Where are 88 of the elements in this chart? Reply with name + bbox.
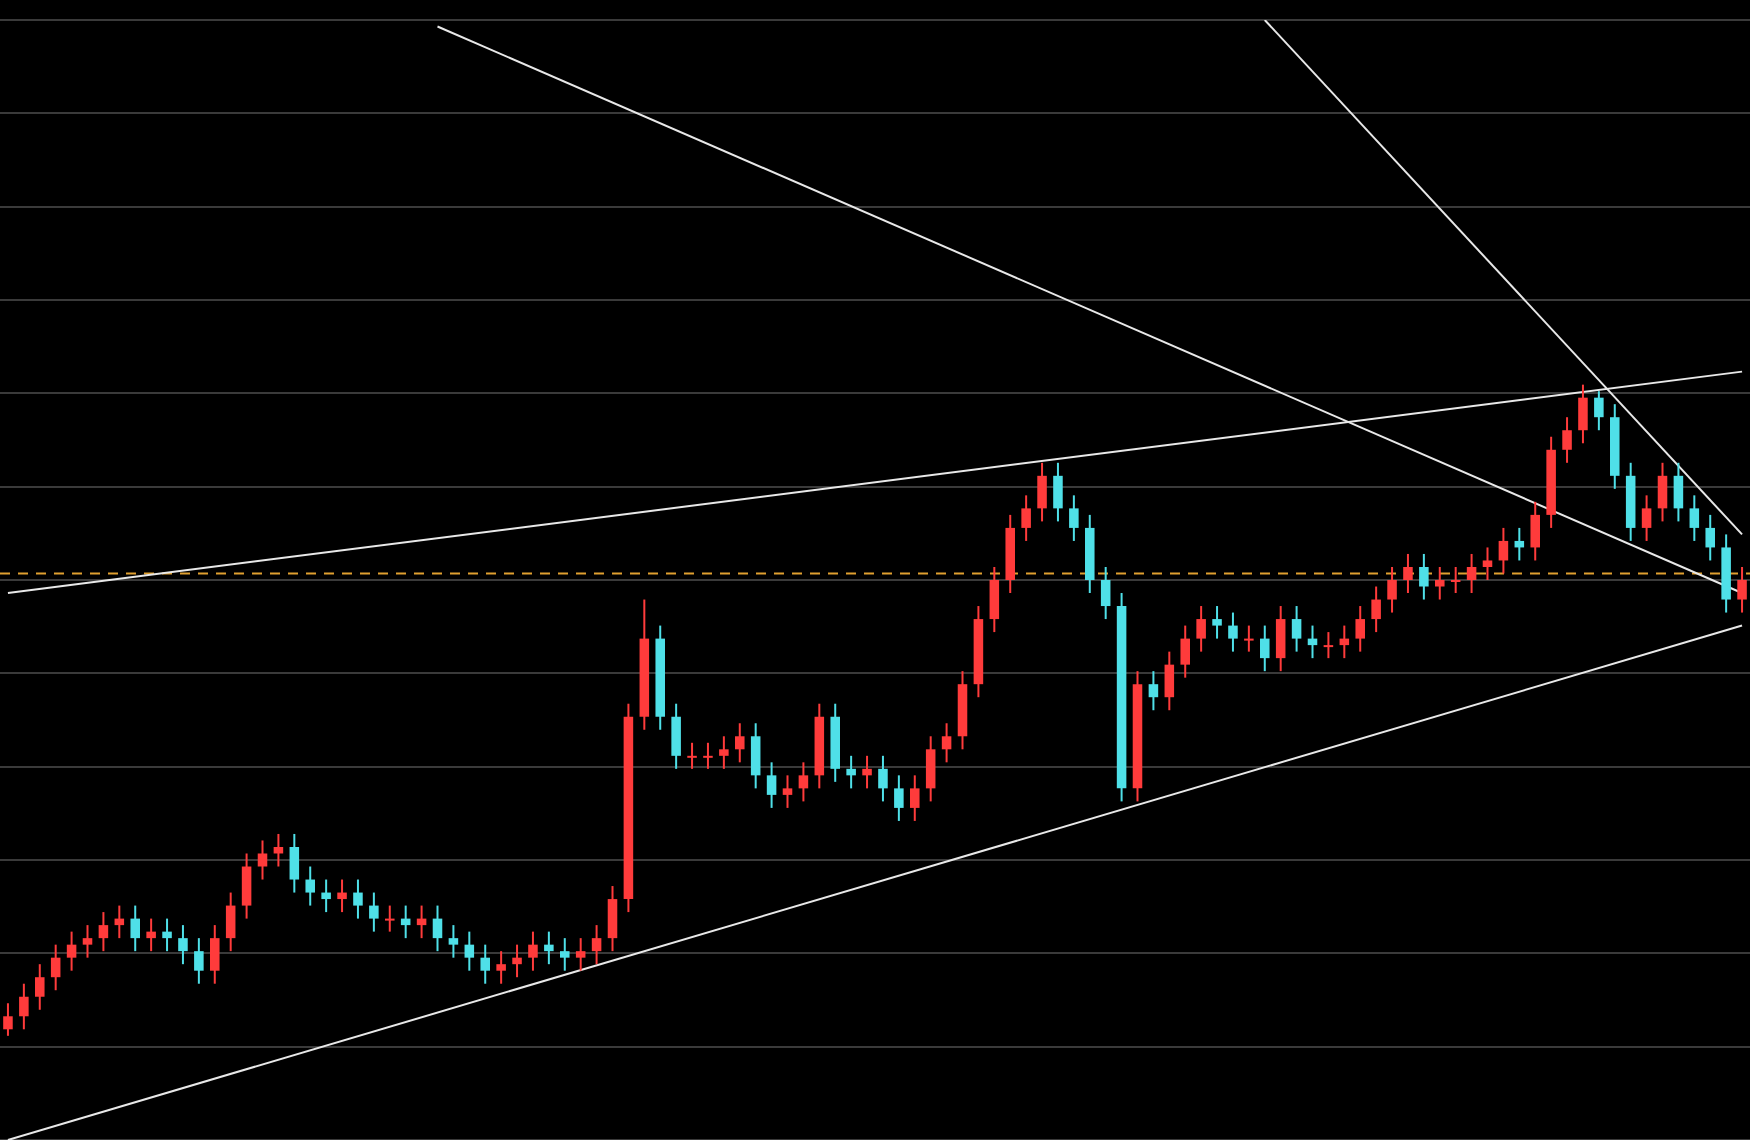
candlestick (448, 924, 459, 959)
candlestick (735, 722, 745, 764)
candlestick (146, 917, 156, 953)
candlestick (1323, 631, 1334, 660)
candlestick (82, 924, 93, 959)
candlestick (1275, 605, 1286, 673)
candlestick (1530, 500, 1540, 562)
candlestick (1291, 605, 1302, 653)
candlestick (671, 702, 681, 770)
candlestick (1641, 494, 1652, 542)
candlestick (1260, 624, 1270, 673)
candlestick (1673, 461, 1684, 523)
candlestick (305, 865, 315, 907)
candlestick (1466, 552, 1477, 595)
candlestick (353, 878, 363, 920)
candlestick (1228, 611, 1238, 653)
candlestick (719, 735, 729, 770)
candlestick (289, 832, 300, 894)
candlestick (194, 937, 204, 985)
candlestick (1387, 565, 1397, 614)
candlestick (1705, 513, 1715, 562)
candlestick (894, 774, 904, 822)
candlestick (1403, 552, 1413, 595)
candlestick (1355, 605, 1365, 653)
candlestick (910, 774, 920, 822)
candlestick (925, 735, 936, 803)
candlestick (862, 754, 872, 790)
candlestick (1689, 494, 1700, 542)
candlestick (321, 878, 331, 914)
candlestick (528, 930, 538, 972)
candlestick (544, 930, 554, 966)
candlestick (1037, 461, 1047, 523)
candlestick (512, 943, 522, 979)
candlestick (50, 943, 61, 992)
candlestick (750, 722, 761, 790)
candlestick (1180, 624, 1190, 679)
candlestick (66, 930, 77, 972)
candlestick (766, 761, 777, 809)
candlestick (878, 754, 888, 803)
candlestick (1419, 552, 1429, 601)
candlestick (1196, 605, 1206, 653)
candlestick (1657, 461, 1668, 523)
candlestick (575, 937, 586, 972)
candlestick (35, 963, 45, 1011)
candlestick (496, 950, 506, 985)
candlestick (130, 904, 140, 953)
candlestick (1737, 565, 1747, 614)
candlestick (1578, 383, 1588, 445)
candlestick (1164, 650, 1175, 712)
candlestick (782, 774, 793, 809)
candlestick (464, 930, 475, 972)
candlestick (560, 937, 570, 972)
candlestick (1021, 494, 1031, 542)
candlestick (1244, 624, 1254, 653)
candlestick (941, 722, 952, 764)
candlestick (1100, 565, 1111, 621)
candlestick (178, 924, 188, 966)
candlestick (225, 891, 236, 953)
candlestick (1069, 494, 1079, 542)
candlestick (3, 1002, 13, 1037)
candlestick (385, 904, 395, 933)
candlestick (1148, 670, 1159, 712)
candlestick (846, 754, 856, 790)
candlestick (1212, 605, 1222, 640)
candlestick (798, 761, 809, 803)
candlestick (1053, 461, 1063, 523)
candlestick (687, 741, 697, 770)
candlestick (19, 982, 29, 1031)
candlestick (241, 852, 252, 920)
candlestick (1562, 416, 1572, 464)
candlestick (210, 924, 220, 985)
candlestick (337, 878, 347, 914)
candlestick (162, 917, 172, 953)
candlestick (1435, 565, 1445, 601)
candlestick (432, 904, 443, 953)
candlestick (1498, 526, 1509, 575)
candlestick (591, 924, 602, 966)
candlestick (257, 839, 268, 881)
candlestick (703, 741, 713, 770)
candlestick (1482, 546, 1493, 581)
candlestick (1371, 585, 1381, 634)
candlestick (480, 943, 490, 985)
candlestick (369, 891, 379, 933)
candlestick (989, 565, 1000, 634)
candlestick (1594, 390, 1604, 432)
candlestick (98, 911, 109, 953)
candlestick (607, 885, 618, 953)
candlestick (1450, 565, 1461, 595)
